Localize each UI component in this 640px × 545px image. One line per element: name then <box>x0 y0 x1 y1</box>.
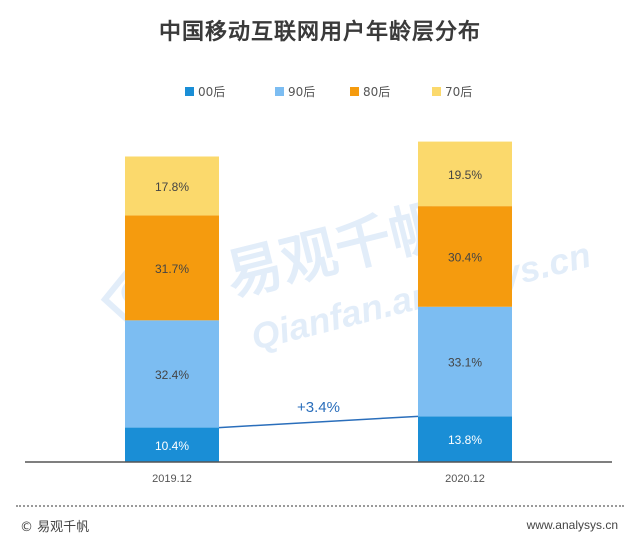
x-tick-label-2: 2020.12 <box>445 473 485 485</box>
bar-segment-2-1 <box>418 416 512 462</box>
bar-value-label-2-3: 30.4% <box>448 250 482 264</box>
bar-segment-2-2 <box>418 306 512 417</box>
bar-value-label-2-2: 33.1% <box>448 356 482 370</box>
legend-swatch-4 <box>432 87 441 96</box>
bar-segment-2-4 <box>418 141 512 207</box>
bar-value-label-1-3: 31.7% <box>155 262 189 276</box>
chart-title: 中国移动互联网用户年龄层分布 <box>158 20 481 45</box>
legend-swatch-2 <box>275 87 284 96</box>
legend-label-4: 70后 <box>445 85 472 99</box>
bar-value-label-1-4: 17.8% <box>155 180 189 194</box>
bar-segment-1-1 <box>125 427 219 462</box>
bar-segment-2-3 <box>418 206 512 307</box>
bar-value-label-1-2: 32.4% <box>155 368 189 382</box>
footer-divider <box>16 505 624 507</box>
growth-trend-line <box>218 415 419 429</box>
bar-segment-1-2 <box>125 320 219 428</box>
legend-swatch-1 <box>185 87 194 96</box>
legend-swatch-3 <box>350 87 359 96</box>
x-axis-ticks: 2019.12 2020.12 <box>152 473 485 485</box>
bar-value-label-2-4: 19.5% <box>448 168 482 182</box>
legend-label-1: 00后 <box>198 85 225 99</box>
bar-value-label-2-1: 13.8% <box>448 433 482 447</box>
legend: 00后 90后 80后 70后 <box>185 85 472 99</box>
x-tick-label-1: 2019.12 <box>152 473 192 485</box>
bar-labels: 10.4% 32.4% 31.7% 17.8% 13.8% 33.1% 30.4% 19.5% <box>155 168 482 453</box>
bar-value-label-1-1: 10.4% <box>155 439 189 453</box>
footer-website: www.analysys.cn <box>526 518 618 532</box>
legend-label-2: 90后 <box>288 85 315 99</box>
footer-brand: © 易观千帆 <box>20 520 90 535</box>
growth-annotation: +3.4% <box>297 399 340 416</box>
bar-segment-1-3 <box>125 215 219 321</box>
bars <box>125 141 512 462</box>
legend-label-3: 80后 <box>363 85 390 99</box>
bar-segment-1-4 <box>125 156 219 216</box>
